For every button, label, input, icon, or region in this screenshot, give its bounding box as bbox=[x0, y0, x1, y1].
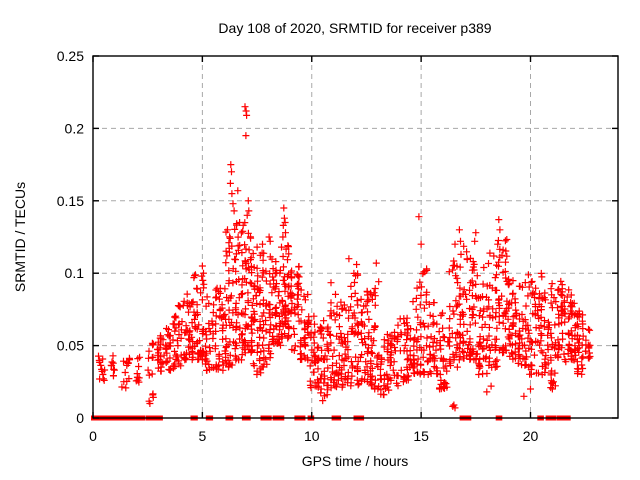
scatter-series bbox=[95, 103, 594, 412]
x-tick-label: 5 bbox=[198, 428, 206, 444]
y-axis-label: SRMTID / TECUs bbox=[12, 182, 28, 292]
y-tick-label: 0.15 bbox=[57, 193, 84, 209]
chart-title: Day 108 of 2020, SRMTID for receiver p38… bbox=[218, 20, 491, 36]
y-tick-label: 0 bbox=[76, 410, 84, 426]
x-tick-label: 20 bbox=[523, 428, 539, 444]
x-tick-label: 10 bbox=[304, 428, 320, 444]
plot-border bbox=[92, 55, 619, 419]
x-axis-label: GPS time / hours bbox=[302, 453, 409, 469]
y-tick-label: 0.2 bbox=[65, 120, 85, 136]
y-tick-label: 0.25 bbox=[57, 48, 84, 64]
x-tick-label: 0 bbox=[89, 428, 97, 444]
tick-marks bbox=[92, 55, 618, 419]
y-tick-label: 0.1 bbox=[65, 265, 85, 281]
y-tick-label: 0.05 bbox=[57, 338, 84, 354]
x-tick-label: 15 bbox=[413, 428, 429, 444]
tick-labels: 0 5 10 15 20 0 0.05 0.1 0.15 0.2 0.25 bbox=[57, 48, 539, 444]
data-points bbox=[95, 103, 594, 412]
